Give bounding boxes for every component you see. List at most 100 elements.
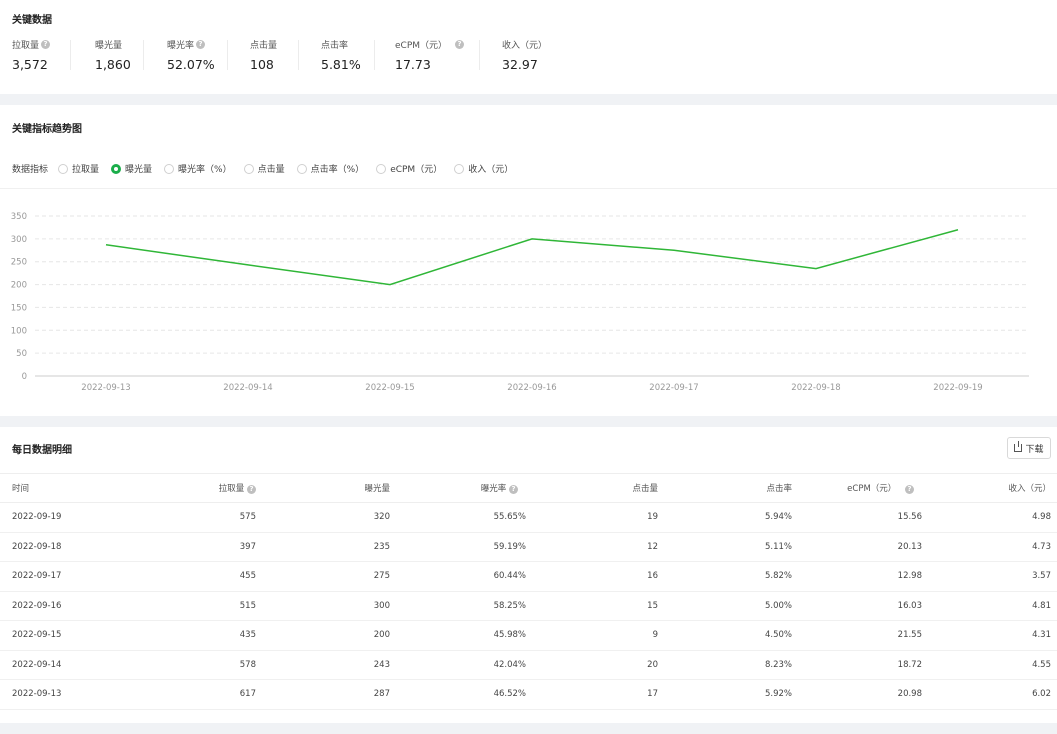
kpi-impression-rate: 曝光率? 52.07% — [167, 38, 215, 72]
table-cell: 200 — [262, 620, 396, 651]
table-cell: 16 — [532, 561, 664, 592]
column-header: 时间 — [0, 473, 120, 503]
download-icon — [1014, 441, 1023, 452]
x-tick-label: 2022-09-14 — [223, 383, 272, 393]
y-tick-label: 200 — [11, 281, 27, 291]
table-cell: 3.57 — [928, 561, 1057, 592]
series-line — [105, 228, 959, 286]
table-cell: 2022-09-14 — [0, 650, 120, 680]
radio-icon[interactable] — [164, 163, 175, 174]
x-tick-label: 2022-09-17 — [649, 383, 698, 393]
table-cell: 20 — [532, 650, 664, 680]
table-row: 2022-09-13 617 287 46.52% 17 5.92% 20.98 6.02 — [0, 679, 1057, 710]
kpi-value: 52.07% — [167, 57, 215, 72]
metric-option-impression-rate[interactable]: 曝光率（%） — [164, 162, 232, 175]
radio-icon[interactable] — [58, 163, 69, 174]
download-label: 下载 — [1025, 444, 1044, 455]
metric-option-label: 拉取量 — [72, 165, 100, 175]
metric-option-ecpm[interactable]: eCPM（元） — [376, 162, 442, 175]
download-button[interactable]: 下载 — [1007, 437, 1051, 459]
kpi-impressions: 曝光量 1,860 — [95, 38, 131, 72]
kpi-divider — [227, 40, 228, 70]
table-cell: 5.82% — [664, 561, 798, 592]
table-cell: 5.92% — [664, 679, 798, 710]
kpi-divider — [143, 40, 144, 70]
key-data-card: 关键数据 拉取量? 3,572 曝光量 1,860 曝光率? 52.07% 点击… — [0, 0, 1057, 94]
table-cell: 243 — [262, 650, 396, 680]
y-tick-label: 250 — [11, 258, 27, 268]
table-cell: 2022-09-15 — [0, 620, 120, 651]
kpi-value: 3,572 — [12, 57, 48, 72]
metric-option-ctr[interactable]: 点击率（%） — [296, 162, 365, 175]
radio-icon[interactable] — [454, 163, 465, 174]
kpi-ecpm: eCPM（元）? 17.73 — [395, 38, 465, 72]
x-tick-label: 2022-09-15 — [365, 383, 414, 393]
table-cell: 287 — [262, 679, 396, 710]
metric-option-label: 曝光率（%） — [178, 165, 232, 175]
metric-option-label: 收入（元） — [468, 165, 514, 175]
metric-option-label: 点击率（%） — [310, 165, 365, 175]
table-row: 2022-09-14 578 243 42.04% 20 8.23% 18.72 4.55 — [0, 650, 1057, 680]
kpi-value: 5.81% — [321, 57, 361, 72]
kpi-label: 点击量 — [250, 41, 278, 51]
radio-icon[interactable] — [296, 163, 307, 174]
help-icon[interactable]: ? — [905, 485, 914, 494]
metric-option-pull[interactable]: 拉取量 — [58, 162, 99, 175]
table-cell: 5.00% — [664, 591, 798, 621]
help-icon[interactable]: ? — [247, 485, 256, 494]
radio-icon[interactable] — [243, 163, 254, 174]
table-row: 2022-09-17 455 275 60.44% 16 5.82% 12.98 3.57 — [0, 561, 1057, 592]
trend-line-chart: 0 50 100 150 200 250 300 350 2022-09-13 2022-09-1… — [11, 212, 1029, 393]
column-header: 点击量 — [532, 473, 664, 503]
y-tick-label: 300 — [11, 235, 27, 245]
kpi-label: 点击率 — [321, 41, 349, 51]
table-cell: 16.03 — [798, 591, 928, 621]
kpi-label: 曝光量 — [95, 41, 123, 51]
radio-selected-icon[interactable] — [111, 163, 122, 174]
kpi-label: 收入（元） — [502, 41, 548, 51]
table-row: 2022-09-18 397 235 59.19% 12 5.11% 20.13 4.73 — [0, 532, 1057, 562]
table-cell: 46.52% — [396, 679, 532, 710]
help-icon[interactable]: ? — [196, 40, 206, 49]
table-cell: 617 — [120, 679, 262, 710]
daily-table: 时间 拉取量 ? 曝光量 曝光率 ? 点击量 点击率 eCPM（元） ? 收入（… — [0, 473, 1057, 710]
table-cell: 397 — [120, 532, 262, 562]
kpi-divider — [479, 40, 480, 70]
table-cell: 18.72 — [798, 650, 928, 680]
y-tick-label: 50 — [16, 349, 27, 359]
table-cell: 4.98 — [928, 502, 1057, 533]
divider — [0, 188, 1057, 189]
metric-selector: 数据指标 拉取量 曝光量 曝光率（%） 点击量 点击率（%） eCPM（元） 收… — [12, 162, 525, 175]
table-cell: 4.55 — [928, 650, 1057, 680]
column-header: 曝光量 — [262, 473, 396, 503]
help-icon[interactable]: ? — [41, 40, 51, 49]
table-cell: 60.44% — [396, 561, 532, 592]
table-cell: 455 — [120, 561, 262, 592]
x-tick-label: 2022-09-13 — [81, 383, 130, 393]
kpi-pull-count: 拉取量? 3,572 — [12, 38, 51, 72]
metric-option-clicks[interactable]: 点击量 — [243, 162, 285, 175]
table-cell: 12 — [532, 532, 664, 562]
kpi-label: 拉取量 — [12, 41, 40, 51]
y-tick-label: 0 — [22, 372, 27, 382]
table-cell: 5.94% — [664, 502, 798, 533]
table-cell: 235 — [262, 532, 396, 562]
table-cell: 20.13 — [798, 532, 928, 562]
kpi-value: 32.97 — [502, 57, 538, 72]
help-icon[interactable]: ? — [509, 485, 518, 494]
table-cell: 9 — [532, 620, 664, 651]
help-icon[interactable]: ? — [455, 40, 465, 49]
radio-icon[interactable] — [376, 163, 387, 174]
table-cell: 15 — [532, 591, 664, 621]
table-row: 2022-09-19 575 320 55.65% 19 5.94% 15.56 4.98 — [0, 502, 1057, 533]
metric-option-impressions[interactable]: 曝光量 — [111, 162, 152, 175]
metric-option-revenue[interactable]: 收入（元） — [454, 162, 513, 175]
table-cell: 515 — [120, 591, 262, 621]
table-cell: 55.65% — [396, 502, 532, 533]
table-cell: 59.19% — [396, 532, 532, 562]
kpi-ctr: 点击率 5.81% — [321, 38, 361, 72]
table-cell: 2022-09-18 — [0, 532, 120, 562]
table-cell: 4.31 — [928, 620, 1057, 651]
column-header: eCPM（元） ? — [798, 473, 928, 503]
table-cell: 2022-09-16 — [0, 591, 120, 621]
